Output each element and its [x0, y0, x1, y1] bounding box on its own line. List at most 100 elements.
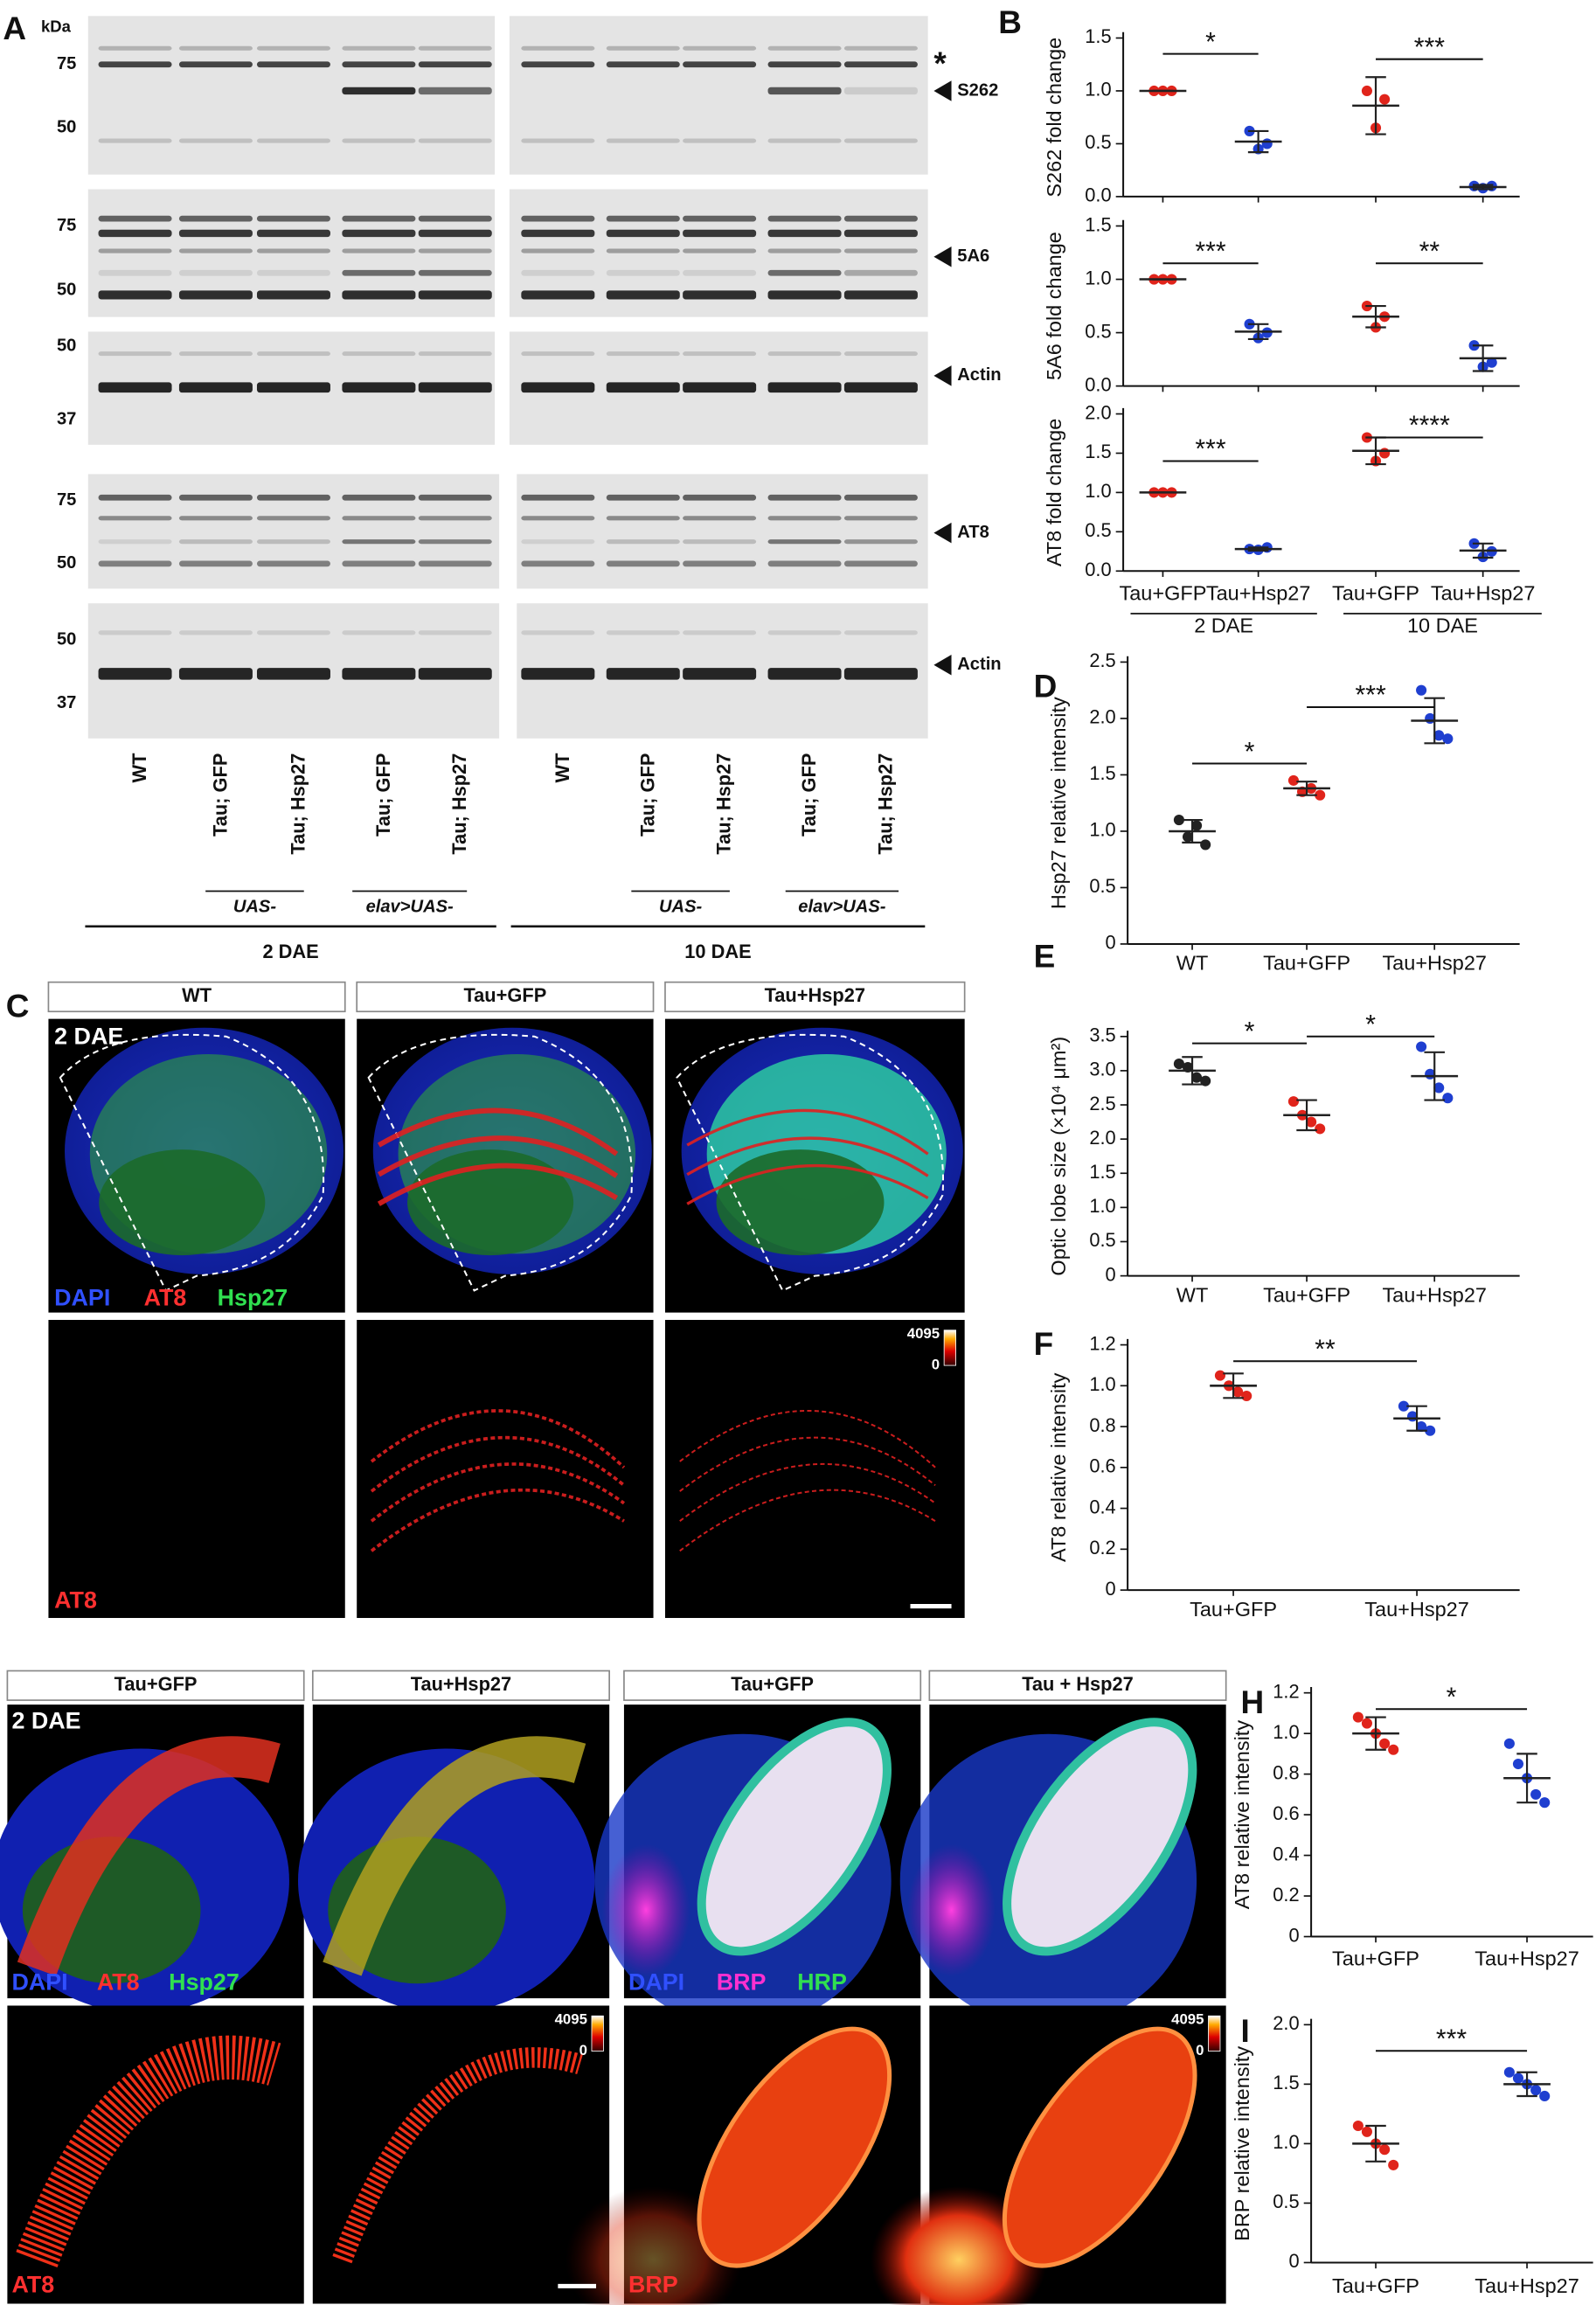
y-tick-label: 0.5 — [1089, 875, 1115, 897]
y-tick-label: 3.0 — [1089, 1059, 1115, 1080]
data-point — [1530, 1788, 1542, 1800]
micrograph — [594, 1704, 921, 2028]
blot-band — [843, 290, 918, 300]
blot-band — [418, 382, 492, 393]
header-box — [928, 1670, 1227, 1701]
blot-band — [178, 138, 253, 143]
data-point — [1182, 831, 1194, 843]
time-label: 2 DAE — [11, 1707, 80, 1733]
inner-lobe — [716, 1149, 885, 1256]
blot-band — [98, 560, 172, 567]
colorbar-max: 4095 — [1171, 2011, 1204, 2028]
header-box — [6, 1670, 305, 1701]
error-bar — [1296, 1099, 1317, 1132]
header-label: Tau+Hsp27 — [411, 1673, 511, 1695]
blot-band — [418, 45, 492, 51]
brp-signal — [907, 1843, 996, 1976]
blot-band — [178, 516, 253, 521]
y-tick-label: 0.2 — [1273, 1884, 1299, 1906]
blot-band — [606, 560, 680, 567]
significance-label: * — [1205, 28, 1216, 57]
micrograph — [48, 1018, 345, 1313]
blot-band — [521, 630, 595, 635]
at8-signal — [377, 1163, 619, 1206]
error-bar — [1424, 1051, 1445, 1101]
y-axis-label: 5A6 fold change — [1043, 232, 1065, 380]
y-tick-label: 0.0 — [1085, 373, 1111, 395]
blot-membrane — [87, 16, 496, 175]
significance-label: *** — [1195, 435, 1226, 464]
y-tick-label: 1.0 — [1085, 267, 1111, 288]
at8-signal — [686, 1136, 929, 1177]
y-axis-label: BRP relative intensity — [1231, 2046, 1253, 2241]
y-tick-label: 0 — [1289, 2250, 1300, 2272]
blot-band — [767, 87, 842, 95]
stain-label: AT8 — [144, 1285, 187, 1311]
blot-band — [256, 229, 330, 238]
blot-band — [683, 45, 757, 51]
data-point — [1361, 85, 1372, 97]
y-tick-label: 0.5 — [1089, 1229, 1115, 1251]
blot-arrow — [933, 246, 952, 267]
x-tick-label: Tau+GFP — [1263, 952, 1350, 975]
header-box — [311, 1670, 610, 1701]
blot-membrane — [517, 474, 928, 589]
blot-band — [767, 215, 842, 222]
data-point — [1173, 814, 1184, 826]
lane-label: Tau; GFP — [798, 753, 820, 837]
blot-band — [843, 215, 918, 222]
blot-band — [683, 351, 757, 357]
error-bar — [1472, 542, 1494, 559]
blot-band — [683, 248, 757, 253]
x-tick-label: Tau+GFP — [1190, 1598, 1277, 1621]
y-axis-label: S262 fold change — [1043, 38, 1065, 198]
blot-band — [342, 290, 416, 300]
header-label: Tau+GFP — [463, 984, 546, 1006]
blot-band — [342, 61, 416, 68]
blot-band — [683, 630, 757, 635]
driver-label: UAS- — [659, 897, 703, 916]
panel-letter: F — [1034, 1326, 1054, 1362]
blot-band — [256, 215, 330, 222]
data-point — [1315, 789, 1326, 801]
blot-band — [843, 351, 918, 357]
blot-band — [256, 630, 330, 635]
header-label: Tau+GFP — [731, 1673, 814, 1695]
blot-band — [342, 138, 416, 143]
significance-label: * — [1365, 1010, 1376, 1039]
blot-band — [98, 516, 172, 521]
blot-band — [98, 269, 172, 276]
data-point — [1486, 357, 1497, 368]
blot-band — [521, 290, 595, 300]
blot-band — [256, 138, 330, 143]
y-tick-label: 0.5 — [1085, 519, 1111, 541]
blot-band — [606, 382, 680, 393]
at8-signal — [679, 1409, 936, 1468]
blot-band — [843, 382, 918, 393]
error-bar — [1472, 344, 1494, 372]
blot-band — [98, 382, 172, 393]
blot-band — [178, 61, 253, 68]
blot-band — [178, 494, 253, 501]
blot-band — [418, 229, 492, 238]
blot-band — [606, 668, 680, 680]
at8-signal — [686, 1108, 929, 1156]
blot-band — [342, 229, 416, 238]
blot-band — [418, 248, 492, 253]
blot-band — [606, 138, 680, 143]
data-point — [1200, 1075, 1211, 1087]
marker-label: 50 — [57, 117, 76, 136]
blot-band — [521, 61, 595, 68]
blot-band — [843, 494, 918, 501]
outline — [367, 1033, 633, 1292]
brp-neuropil — [697, 2026, 892, 2268]
error-bar — [1182, 818, 1203, 844]
micrograph — [0, 1704, 304, 2013]
blot-band — [843, 248, 918, 253]
neuropil — [697, 1718, 892, 1956]
marker-label: 50 — [57, 553, 76, 573]
data-point — [1398, 1400, 1409, 1412]
blot-band — [256, 668, 330, 680]
blot-band — [843, 138, 918, 143]
blot-band — [342, 630, 416, 635]
